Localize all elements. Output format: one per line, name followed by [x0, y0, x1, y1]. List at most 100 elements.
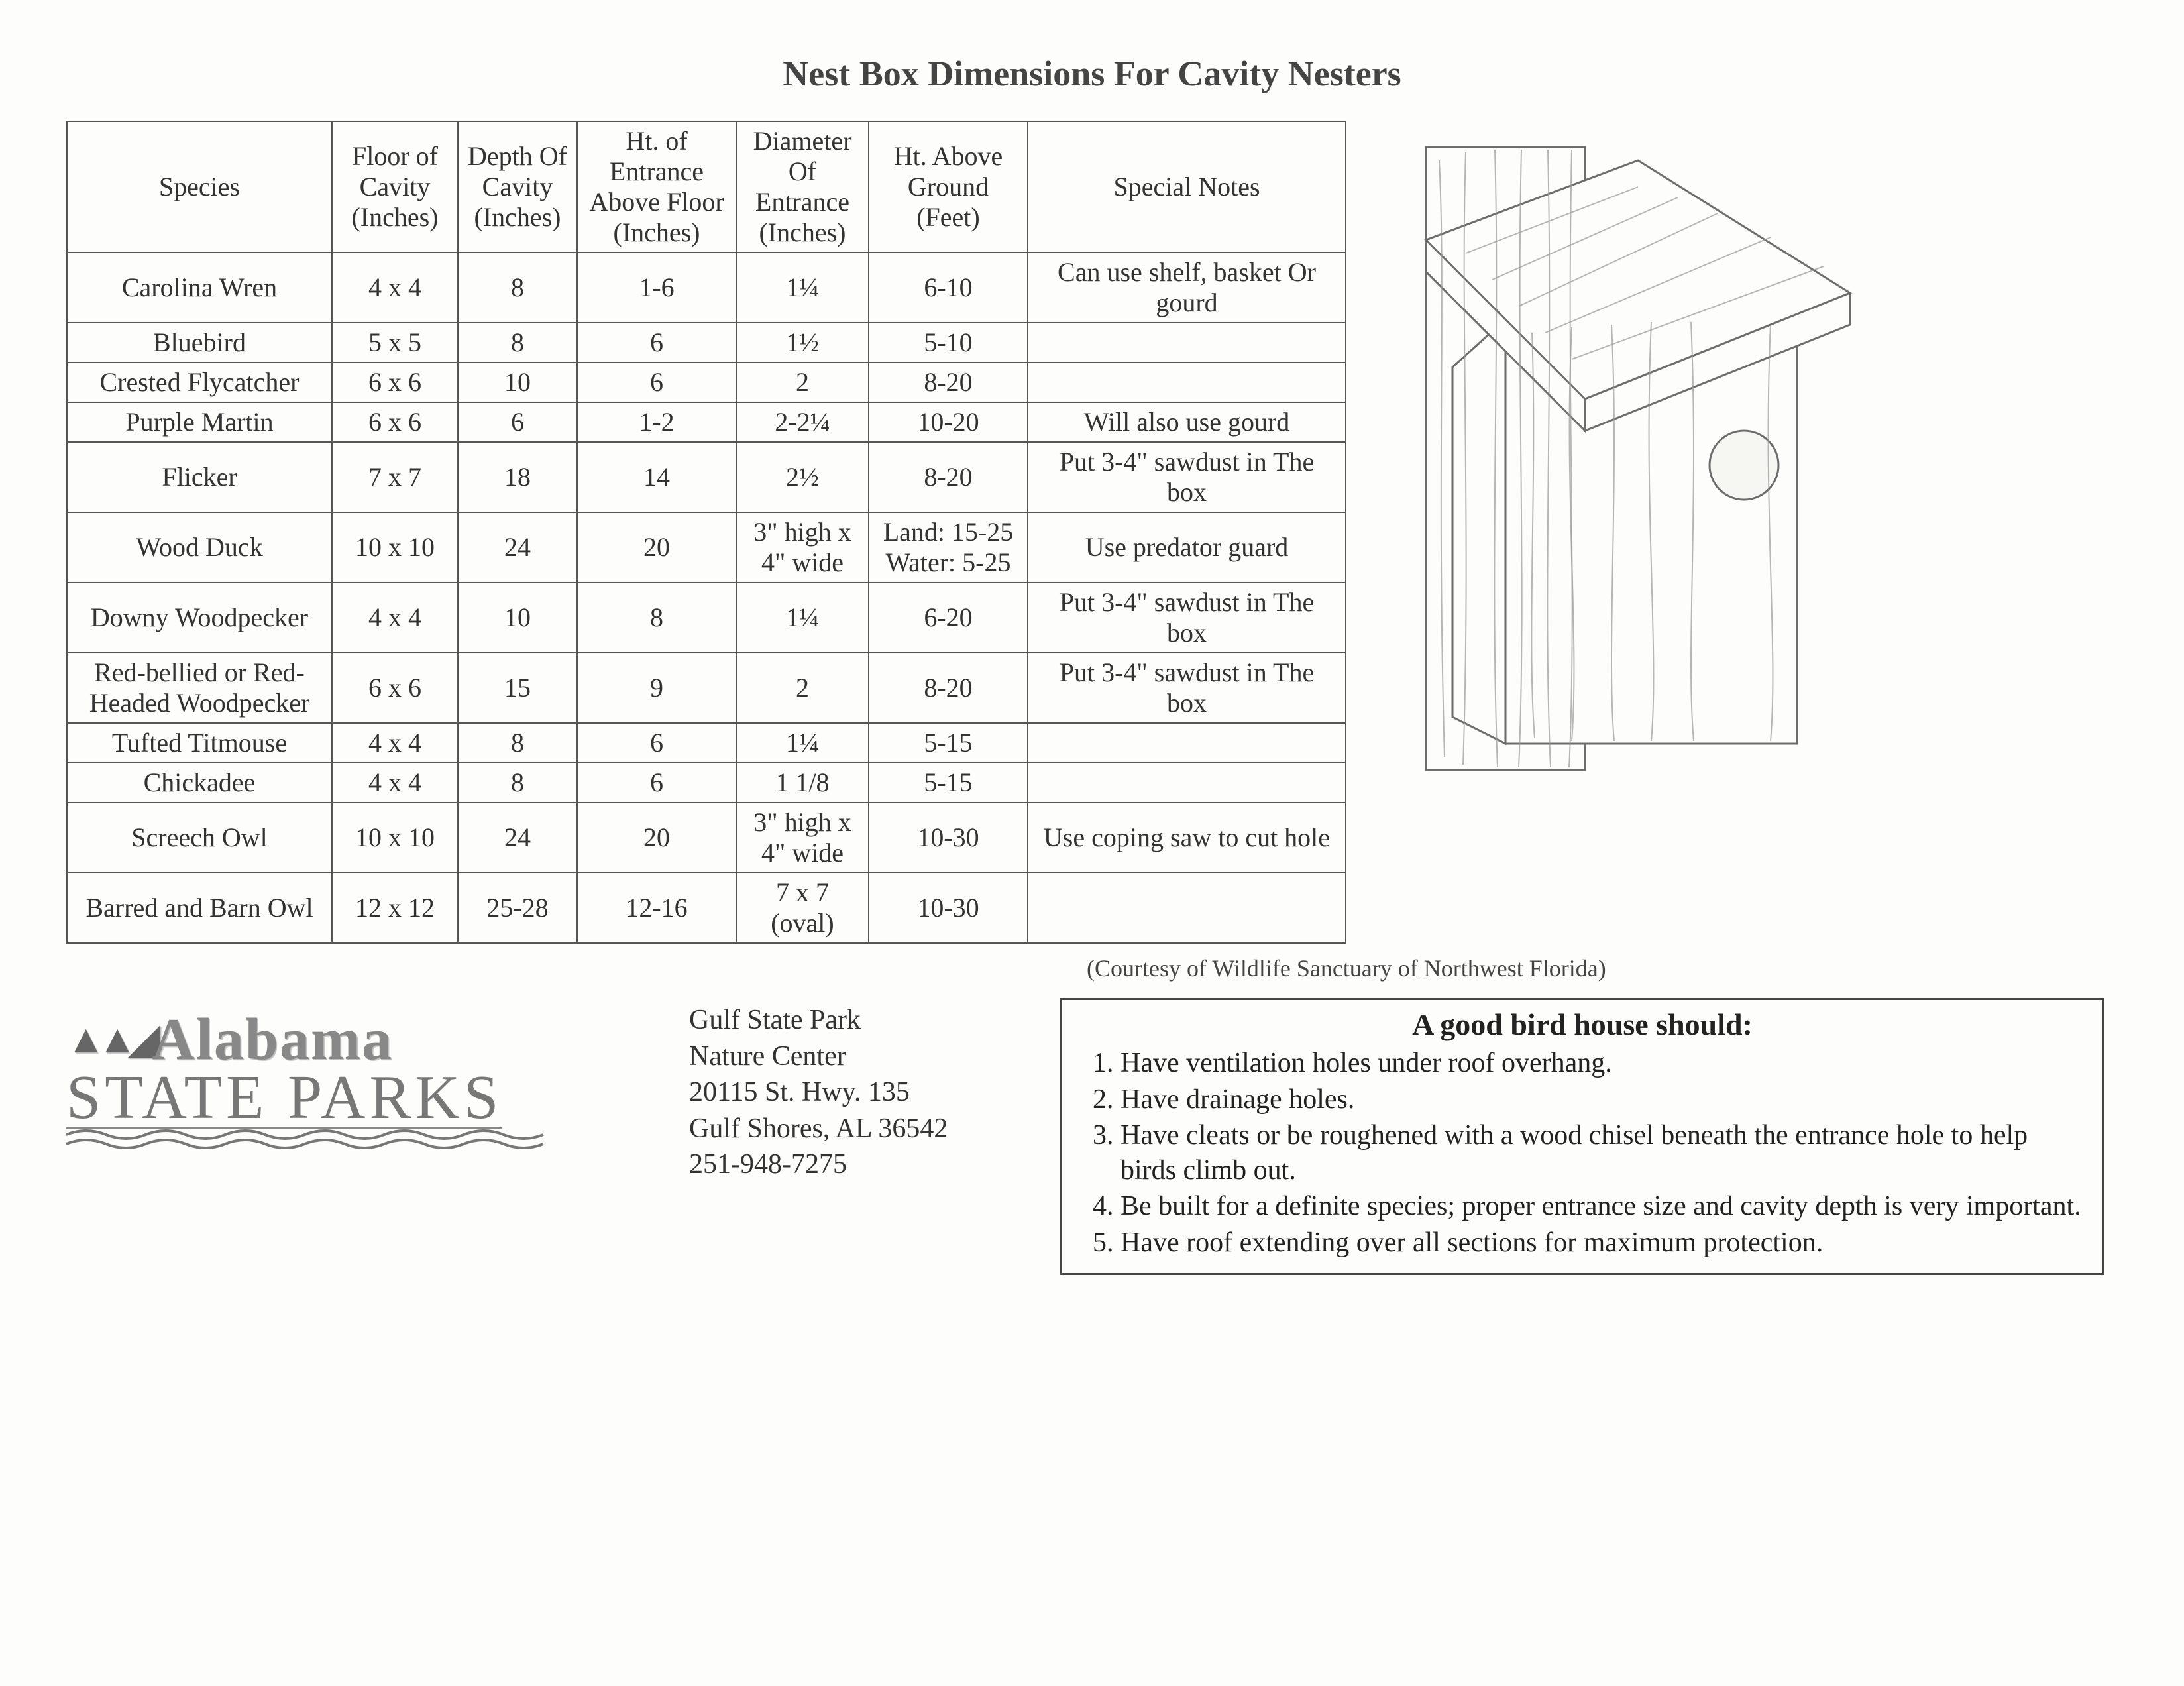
cell-floor: 6 x 6	[332, 402, 458, 442]
cell-floor: 5 x 5	[332, 323, 458, 363]
cell-notes: Use coping saw to cut hole	[1028, 803, 1346, 873]
tips-item: Have roof extending over all sections fo…	[1120, 1225, 2084, 1261]
cell-height: 8-20	[869, 442, 1028, 512]
cell-notes	[1028, 723, 1346, 763]
courtesy-note: (Courtesy of Wildlife Sanctuary of North…	[27, 954, 2157, 982]
cell-notes: Can use shelf, basket Or gourd	[1028, 253, 1346, 323]
cell-depth: 10	[458, 583, 577, 653]
cell-diameter: 3" high x 4" wide	[736, 803, 869, 873]
cell-height: 6-20	[869, 583, 1028, 653]
cell-species: Chickadee	[67, 763, 332, 803]
cell-depth: 10	[458, 363, 577, 402]
tips-item: Be built for a definite species; proper …	[1120, 1189, 2084, 1224]
cell-diameter: 2½	[736, 442, 869, 512]
cell-entrance: 1-6	[577, 253, 736, 323]
cell-notes	[1028, 323, 1346, 363]
nestbox-drawing-icon	[1373, 134, 1863, 783]
mountain-icon: ▲▲◢	[66, 1017, 152, 1061]
cell-entrance: 6	[577, 763, 736, 803]
cell-entrance: 6	[577, 323, 736, 363]
table-header-row: Species Floor of Cavity (Inches) Depth O…	[67, 121, 1346, 253]
cell-entrance: 9	[577, 653, 736, 723]
cell-floor: 4 x 4	[332, 253, 458, 323]
col-height: Ht. Above Ground (Feet)	[869, 121, 1028, 253]
cell-diameter: 3" high x 4" wide	[736, 512, 869, 583]
cell-diameter: 2	[736, 363, 869, 402]
cell-floor: 10 x 10	[332, 803, 458, 873]
cell-entrance: 6	[577, 363, 736, 402]
cell-notes: Put 3-4" sawdust in The box	[1028, 653, 1346, 723]
logo-line1: ▲▲◢Alabama	[66, 1011, 649, 1068]
cell-floor: 4 x 4	[332, 763, 458, 803]
cell-entrance: 1-2	[577, 402, 736, 442]
document-page: Nest Box Dimensions For Cavity Nesters S…	[27, 53, 2157, 1686]
cell-species: Bluebird	[67, 323, 332, 363]
cell-height: 5-15	[869, 763, 1028, 803]
address-block: Gulf State Park Nature Center 20115 St. …	[689, 1002, 1020, 1183]
col-depth: Depth Of Cavity (Inches)	[458, 121, 577, 253]
cell-height: 6-10	[869, 253, 1028, 323]
top-row: Species Floor of Cavity (Inches) Depth O…	[66, 121, 2118, 944]
cell-height: 10-30	[869, 873, 1028, 943]
cell-depth: 24	[458, 512, 577, 583]
cell-floor: 6 x 6	[332, 653, 458, 723]
cell-floor: 12 x 12	[332, 873, 458, 943]
table-row: Flicker7 x 718142½8-20Put 3-4" sawdust i…	[67, 442, 1346, 512]
cell-species: Carolina Wren	[67, 253, 332, 323]
cell-species: Red-bellied or Red-Headed Woodpecker	[67, 653, 332, 723]
cell-height: 10-30	[869, 803, 1028, 873]
address-line: Gulf Shores, AL 36542	[689, 1111, 1020, 1147]
table-row: Purple Martin6 x 661-22-2¼10-20Will also…	[67, 402, 1346, 442]
cell-entrance: 14	[577, 442, 736, 512]
cell-notes	[1028, 873, 1346, 943]
cell-floor: 7 x 7	[332, 442, 458, 512]
tips-list: Have ventilation holes under roof overha…	[1081, 1046, 2084, 1260]
cell-species: Tufted Titmouse	[67, 723, 332, 763]
cell-floor: 4 x 4	[332, 723, 458, 763]
cell-height: 10-20	[869, 402, 1028, 442]
cell-species: Screech Owl	[67, 803, 332, 873]
address-line: Gulf State Park	[689, 1002, 1020, 1039]
cell-diameter: 2-2¼	[736, 402, 869, 442]
cell-diameter: 1¼	[736, 723, 869, 763]
bottom-row: ▲▲◢Alabama STATE PARKS Gulf State Park N…	[66, 998, 2104, 1275]
logo-line2: STATE PARKS	[66, 1068, 502, 1129]
table-row: Red-bellied or Red-Headed Woodpecker6 x …	[67, 653, 1346, 723]
cell-notes: Will also use gourd	[1028, 402, 1346, 442]
table-row: Tufted Titmouse4 x 4861¼5-15	[67, 723, 1346, 763]
cell-height: Land: 15-25 Water: 5-25	[869, 512, 1028, 583]
address-line: 251-948-7275	[689, 1147, 1020, 1183]
tips-box: A good bird house should: Have ventilati…	[1060, 998, 2104, 1275]
dimensions-table: Species Floor of Cavity (Inches) Depth O…	[66, 121, 1346, 944]
address-line: 20115 St. Hwy. 135	[689, 1074, 1020, 1111]
cell-species: Barred and Barn Owl	[67, 873, 332, 943]
cell-height: 5-10	[869, 323, 1028, 363]
cell-notes: Put 3-4" sawdust in The box	[1028, 583, 1346, 653]
cell-notes: Put 3-4" sawdust in The box	[1028, 442, 1346, 512]
page-title: Nest Box Dimensions For Cavity Nesters	[27, 53, 2157, 94]
cell-depth: 6	[458, 402, 577, 442]
cell-diameter: 1 1/8	[736, 763, 869, 803]
cell-species: Downy Woodpecker	[67, 583, 332, 653]
cell-depth: 18	[458, 442, 577, 512]
cell-entrance: 12-16	[577, 873, 736, 943]
logo-block: ▲▲◢Alabama STATE PARKS	[66, 1011, 649, 1152]
col-floor: Floor of Cavity (Inches)	[332, 121, 458, 253]
col-notes: Special Notes	[1028, 121, 1346, 253]
cell-diameter: 1½	[736, 323, 869, 363]
cell-notes: Use predator guard	[1028, 512, 1346, 583]
cell-entrance: 20	[577, 512, 736, 583]
cell-floor: 6 x 6	[332, 363, 458, 402]
cell-depth: 8	[458, 723, 577, 763]
tips-item: Have cleats or be roughened with a wood …	[1120, 1118, 2084, 1188]
cell-entrance: 20	[577, 803, 736, 873]
tips-item: Have ventilation holes under roof overha…	[1120, 1046, 2084, 1081]
nestbox-illustration	[1373, 134, 1863, 787]
cell-height: 8-20	[869, 653, 1028, 723]
col-diameter: Diameter Of Entrance (Inches)	[736, 121, 869, 253]
table-row: Wood Duck10 x 1024203" high x 4" wideLan…	[67, 512, 1346, 583]
cell-notes	[1028, 363, 1346, 402]
cell-diameter: 1¼	[736, 253, 869, 323]
cell-depth: 15	[458, 653, 577, 723]
table-row: Bluebird5 x 5861½5-10	[67, 323, 1346, 363]
